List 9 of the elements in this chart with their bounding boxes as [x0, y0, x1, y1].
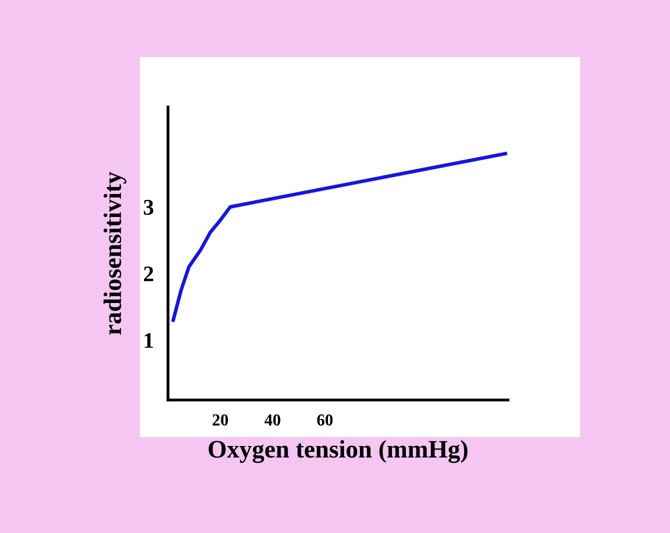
y-axis-title: radiosensitivity	[104, 172, 126, 335]
y-tick-label: 1	[144, 333, 153, 348]
line-series	[171, 152, 508, 322]
y-tick-label: 3	[144, 200, 154, 215]
y-tick-label: 2	[144, 266, 154, 282]
x-tick-label: 60	[317, 414, 333, 426]
x-tick-label: 20	[212, 414, 228, 426]
x-axis-title: Oxygen tension (mmHg)	[208, 440, 468, 463]
x-tick-label: 40	[264, 414, 280, 426]
